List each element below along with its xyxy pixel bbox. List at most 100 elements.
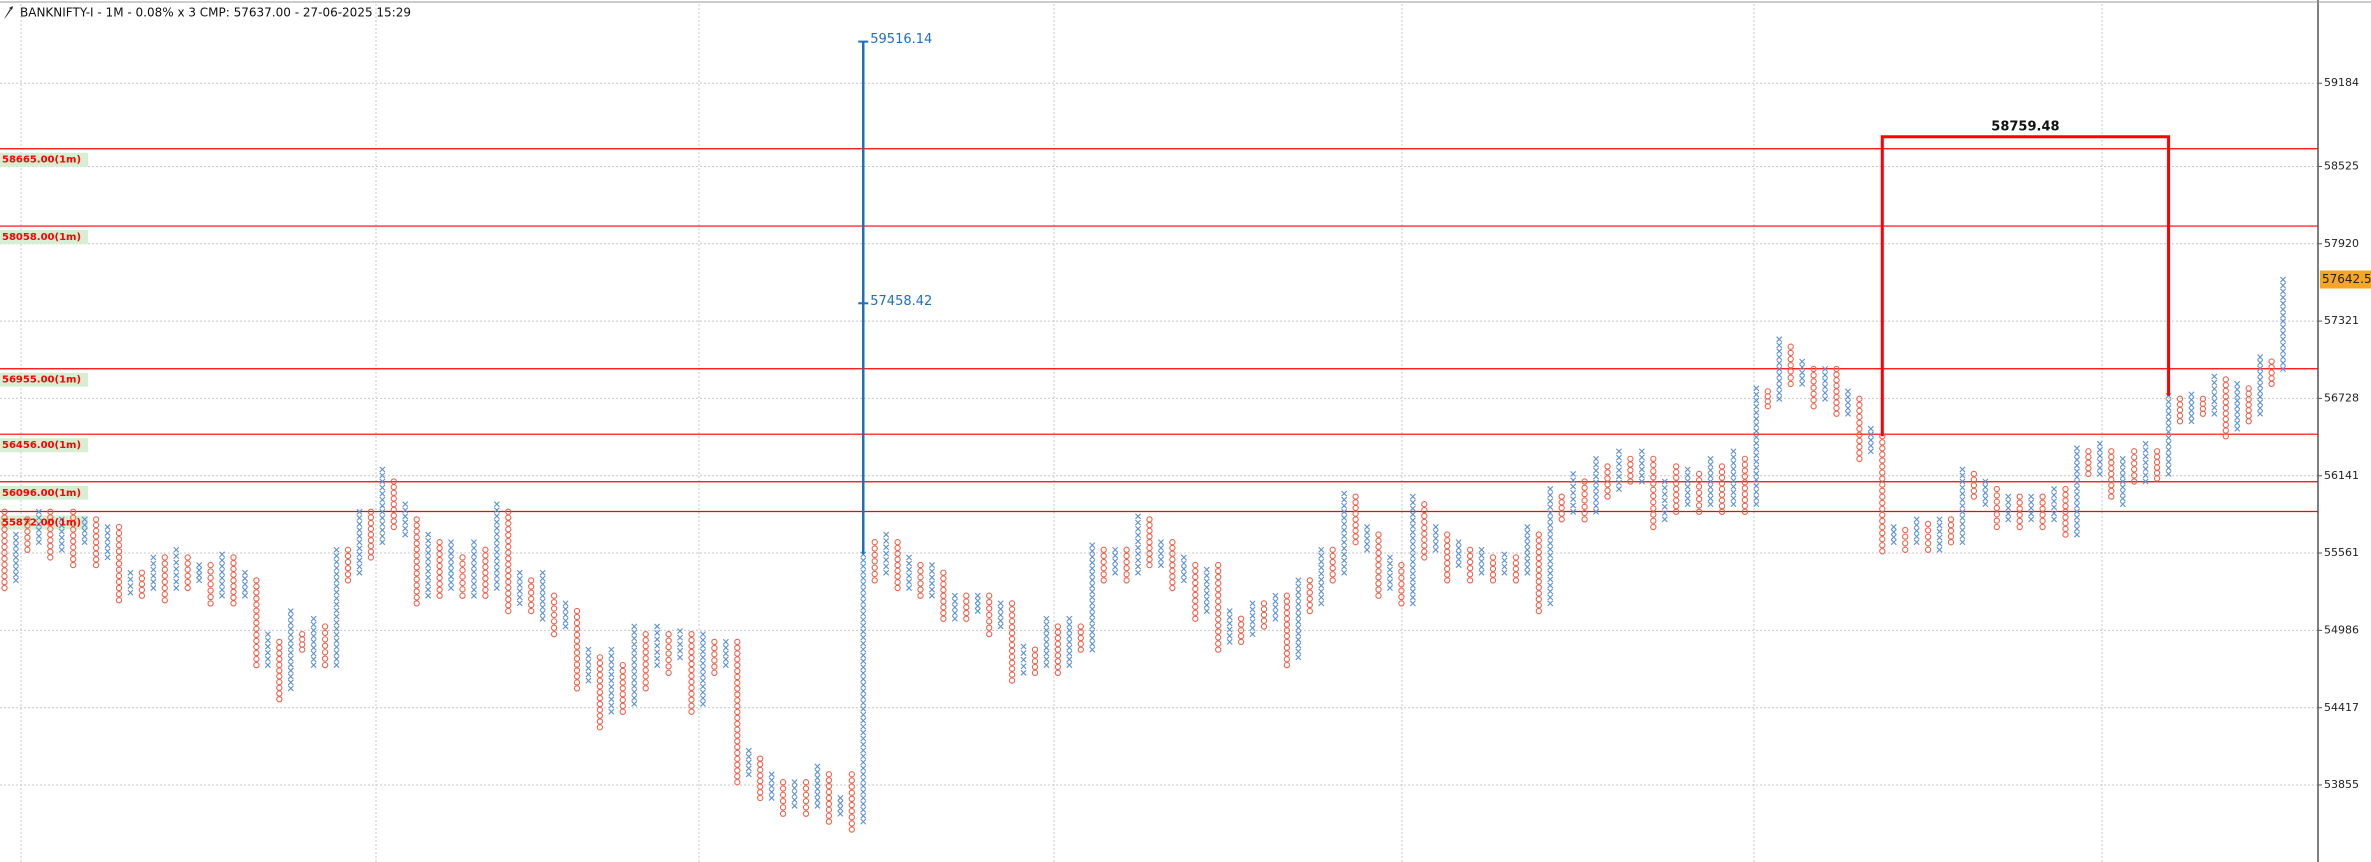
- column-layer: [1, 276, 2287, 833]
- o-symbol: [1008, 623, 1016, 631]
- x-symbol: [1135, 550, 1142, 557]
- x-symbol: [2257, 376, 2264, 383]
- o-symbol: [70, 544, 77, 551]
- o-symbol: [321, 649, 329, 656]
- o-symbol: [2039, 499, 2046, 506]
- o-symbol: [1466, 552, 1474, 560]
- x-symbol: [104, 536, 111, 543]
- o-symbol: [1993, 492, 2000, 499]
- x-symbol: [1295, 648, 1302, 655]
- x-symbol: [516, 594, 523, 601]
- o-column: [1512, 554, 1520, 584]
- x-symbol: [1020, 643, 1027, 650]
- x-symbol: [264, 631, 271, 638]
- o-symbol: [642, 643, 649, 650]
- o-symbol: [1604, 469, 1611, 476]
- x-symbol: [654, 649, 661, 656]
- o-symbol: [1924, 527, 1932, 534]
- x-symbol: [12, 537, 19, 544]
- bracket: [1880, 135, 2171, 437]
- o-symbol: [1283, 621, 1291, 628]
- o-symbol: [1535, 572, 1542, 579]
- x-column: [974, 592, 981, 615]
- x-symbol: [699, 671, 706, 678]
- x-symbol: [1295, 577, 1302, 584]
- x-symbol: [1661, 516, 1668, 523]
- o-symbol: [1879, 487, 1886, 494]
- o-symbol: [115, 572, 123, 579]
- x-column: [677, 628, 684, 661]
- o-symbol: [711, 669, 718, 676]
- x-symbol: [2188, 407, 2195, 414]
- x-symbol: [333, 558, 340, 565]
- o-symbol: [230, 600, 237, 607]
- o-symbol: [1123, 577, 1130, 584]
- x-symbol: [1959, 472, 1966, 479]
- x-symbol: [470, 592, 477, 599]
- o-symbol: [1008, 671, 1016, 678]
- o-symbol: [1444, 577, 1451, 584]
- x-symbol: [1203, 602, 1210, 609]
- o-symbol: [1192, 597, 1199, 605]
- o-column: [1215, 561, 1222, 653]
- o-symbol: [550, 624, 558, 631]
- x-column: [1386, 554, 1393, 592]
- x-symbol: [814, 797, 821, 804]
- x-symbol: [2280, 294, 2287, 301]
- o-symbol: [1604, 493, 1611, 500]
- o-symbol: [1, 537, 8, 545]
- x-symbol: [2028, 516, 2035, 523]
- o-symbol: [848, 820, 855, 827]
- o-symbol: [2153, 475, 2161, 482]
- o-symbol: [619, 679, 626, 686]
- o-symbol: [1535, 531, 1542, 538]
- o-symbol: [1810, 384, 1817, 391]
- o-symbol: [115, 536, 123, 543]
- x-symbol: [2119, 467, 2126, 474]
- o-column: [482, 546, 489, 599]
- o-symbol: [413, 516, 420, 523]
- x-symbol: [860, 711, 867, 718]
- o-symbol: [596, 683, 604, 690]
- o-symbol: [321, 642, 329, 649]
- x-symbol: [722, 638, 729, 645]
- o-symbol: [734, 679, 741, 686]
- o-symbol: [459, 579, 466, 587]
- x-symbol: [631, 647, 638, 654]
- axis-layer: 5918458525579205732156728561415556154986…: [2318, 76, 2371, 791]
- x-column: [1570, 470, 1577, 515]
- x-symbol: [860, 670, 867, 677]
- o-column: [1924, 520, 1932, 553]
- x-symbol: [745, 753, 752, 760]
- o-symbol: [161, 566, 168, 573]
- x-symbol: [1959, 478, 1966, 485]
- o-symbol: [1329, 571, 1336, 578]
- x-symbol: [860, 640, 867, 647]
- x-symbol: [1753, 440, 1760, 447]
- o-symbol: [825, 788, 833, 796]
- x-symbol: [1409, 570, 1416, 577]
- o-symbol: [1283, 598, 1291, 605]
- x-symbol: [1638, 478, 1645, 485]
- x-symbol: [1180, 560, 1187, 567]
- x-symbol: [493, 555, 500, 562]
- x-symbol: [2119, 484, 2126, 491]
- x-symbol: [1638, 466, 1645, 473]
- x-symbol: [1615, 448, 1622, 455]
- o-symbol: [1283, 661, 1291, 669]
- x-column: [470, 539, 477, 599]
- x-symbol: [883, 531, 890, 538]
- x-symbol: [2073, 462, 2080, 469]
- o-symbol: [963, 598, 970, 605]
- x-symbol: [448, 579, 455, 586]
- x-column: [1341, 490, 1348, 576]
- x-symbol: [356, 551, 363, 558]
- o-symbol: [1856, 431, 1863, 438]
- x-symbol: [745, 771, 752, 778]
- x-symbol: [1684, 495, 1691, 502]
- o-column: [299, 631, 306, 653]
- x-symbol: [1753, 409, 1760, 416]
- x-symbol: [1959, 521, 1966, 527]
- x-symbol: [1501, 557, 1508, 564]
- o-symbol: [940, 604, 947, 611]
